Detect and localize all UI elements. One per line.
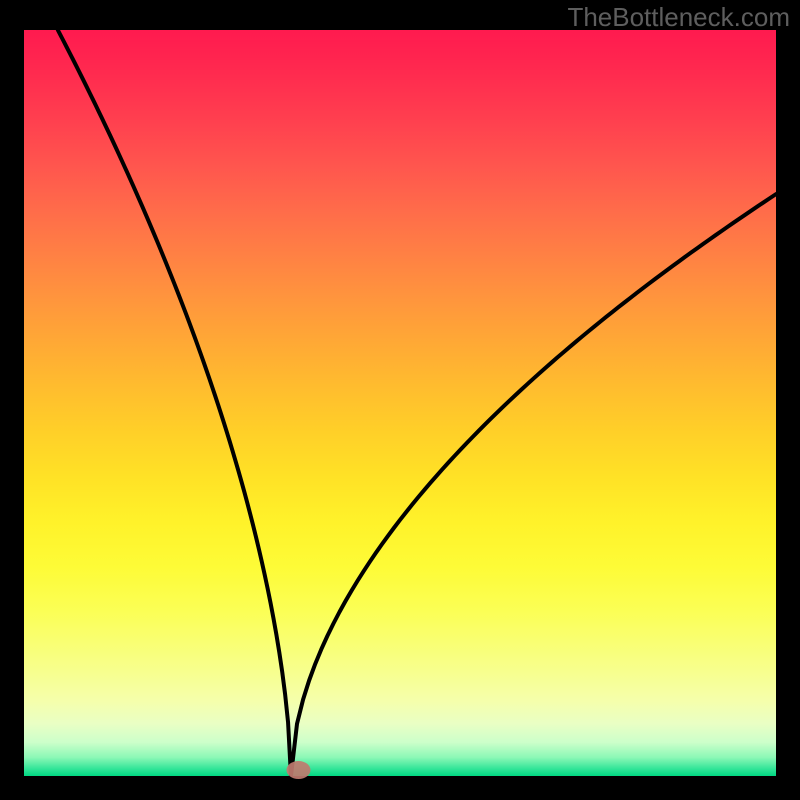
watermark-text: TheBottleneck.com	[567, 2, 790, 33]
gradient-background	[0, 0, 800, 800]
chart-stage: TheBottleneck.com	[0, 0, 800, 800]
gradient-plot-area	[24, 30, 776, 776]
